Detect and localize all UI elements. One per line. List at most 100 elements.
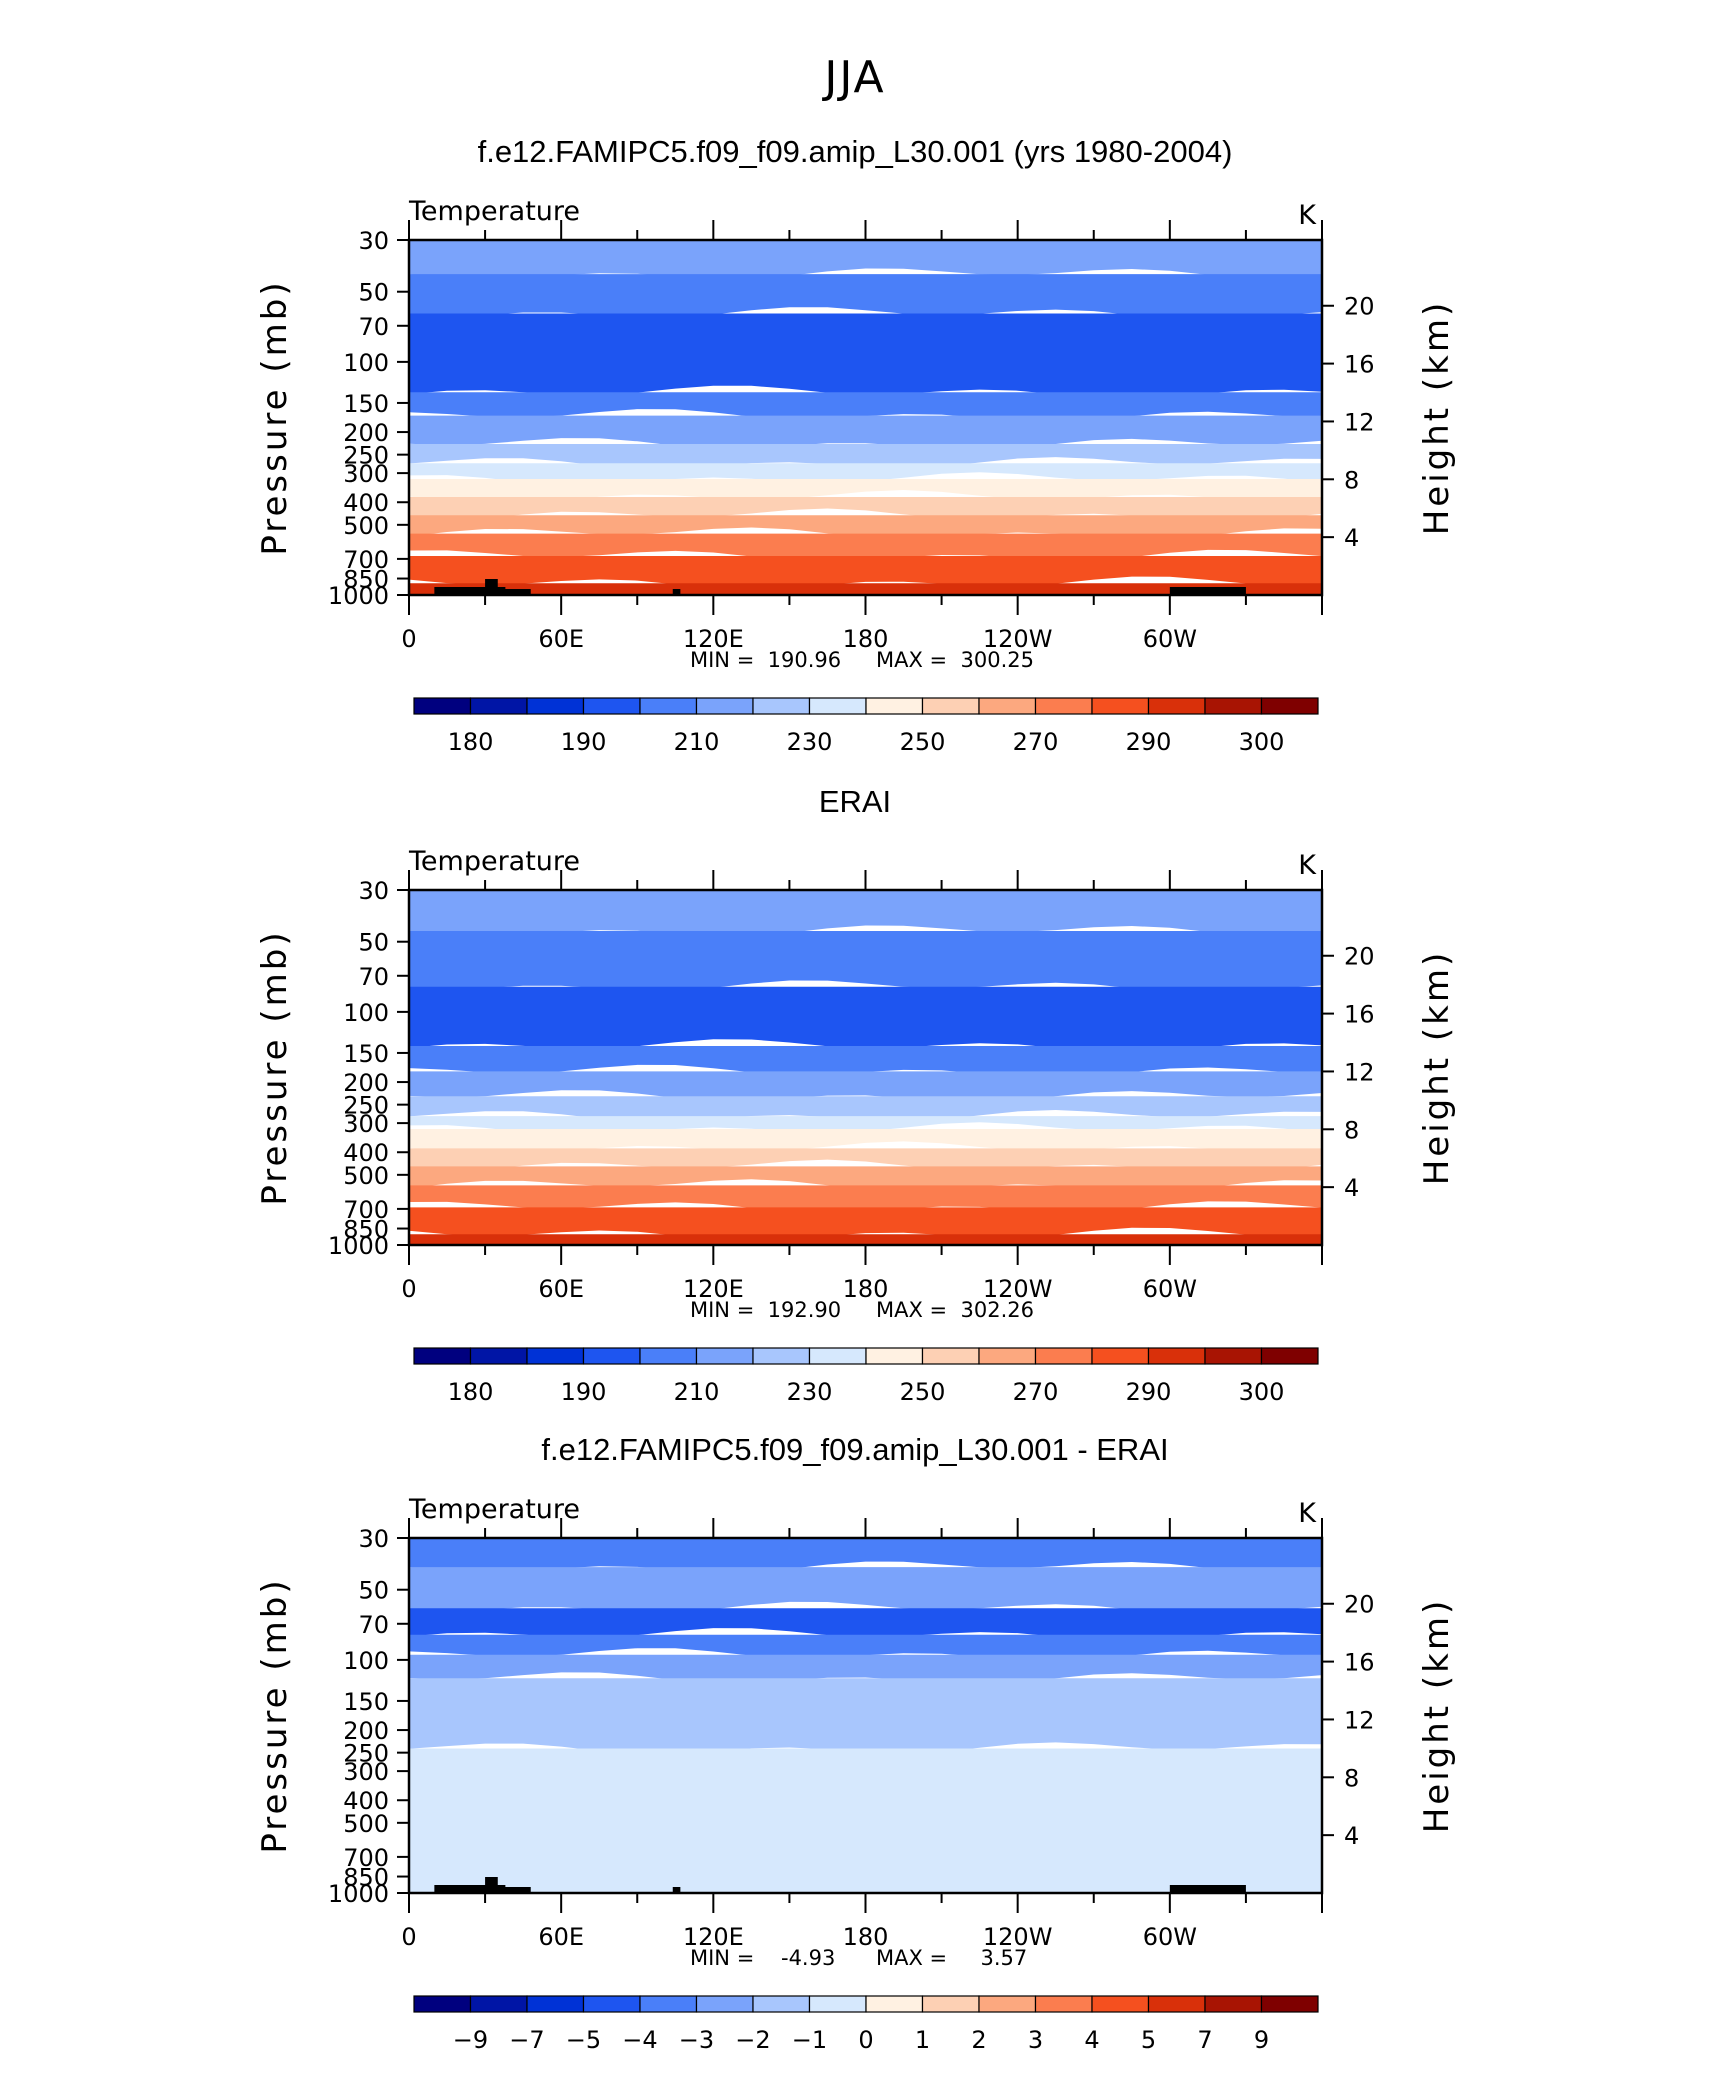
contour-band [409, 1654, 1322, 1685]
y-tick-label: 500 [343, 512, 389, 540]
topography-mask [434, 587, 506, 595]
y2-tick-label: 12 [1344, 408, 1375, 436]
y2-axis-title: Height (km) [1417, 950, 1457, 1186]
colorbar-label: 9 [1254, 2026, 1269, 2054]
topography-mask [497, 1887, 531, 1893]
y-tick-label: 50 [358, 279, 389, 307]
x-tick-label: 120E [683, 625, 744, 653]
contour-band [409, 1148, 1322, 1173]
colorbar-swatch [413, 1995, 472, 2013]
topography-mask [485, 579, 498, 595]
y-tick-label: 150 [343, 1040, 389, 1068]
y2-tick-label: 4 [1344, 524, 1359, 552]
colorbar-label: −2 [735, 2026, 770, 2054]
contour-band [409, 240, 1322, 281]
y-tick-label: 100 [343, 349, 389, 377]
y2-tick-label: 20 [1344, 943, 1375, 971]
contour-band [409, 533, 1322, 563]
contour-band [409, 931, 1322, 994]
contour-band [409, 1748, 1322, 1893]
colorbar-label: 190 [561, 728, 607, 756]
colorbar-swatch [695, 1995, 754, 2013]
y2-tick-label: 8 [1344, 1764, 1359, 1792]
topography-mask [672, 589, 681, 595]
field-label: Temperature [408, 196, 580, 227]
contour-band [409, 444, 1322, 469]
y2-axis-title: Height (km) [1417, 1598, 1457, 1834]
field-label: Temperature [408, 846, 580, 877]
contour-band [409, 274, 1322, 321]
colorbar-label: 210 [674, 1378, 720, 1406]
topography-mask [1169, 587, 1246, 595]
colorbar-swatch [921, 1347, 980, 1365]
colorbar-label: −3 [679, 2026, 714, 2054]
x-tick-label: 60E [538, 625, 584, 653]
colorbar-label: −5 [566, 2026, 601, 2054]
y-tick-label: 400 [343, 489, 389, 517]
y-axis-title: Pressure (mb) [255, 929, 295, 1205]
colorbar-swatch [978, 697, 1037, 715]
colorbar-label: 270 [1013, 1378, 1059, 1406]
colorbar-swatch [1260, 1995, 1319, 2013]
y2-axis-title: Height (km) [1417, 300, 1457, 536]
y2-tick-label: 16 [1344, 351, 1375, 379]
colorbar-swatch [1147, 1995, 1206, 2013]
colorbar-label: 190 [561, 1378, 607, 1406]
colorbar-swatch [695, 697, 754, 715]
y-tick-label: 850 [343, 1216, 389, 1244]
chart-panel-3: f.e12.FAMIPC5.f09_f09.amip_L30.001 - ERA… [255, 1432, 1457, 2054]
contour-band [409, 986, 1322, 1053]
main-title: JJA [821, 52, 885, 103]
contour-band [409, 1234, 1322, 1245]
y-tick-label: 70 [358, 963, 389, 991]
colorbar-swatch [978, 1995, 1037, 2013]
x-tick-label: 60E [538, 1923, 584, 1951]
colorbar-label: 250 [900, 1378, 946, 1406]
min-value: MIN = 192.90 [690, 1298, 841, 1322]
contour-band [409, 1608, 1322, 1642]
colorbar-label: 7 [1197, 2026, 1212, 2054]
y-tick-label: 50 [358, 1577, 389, 1605]
contour-band [409, 1071, 1322, 1103]
x-tick-label: 60E [538, 1275, 584, 1303]
y-tick-label: 1000 [328, 582, 389, 610]
colorbar-swatch [639, 1995, 698, 2013]
chart-panel-1: f.e12.FAMIPC5.f09_f09.amip_L30.001 (yrs … [255, 134, 1457, 756]
x-tick-label: 0 [401, 1275, 416, 1303]
colorbar-swatch [921, 1995, 980, 2013]
max-value: MAX = 3.57 [876, 1946, 1027, 1970]
y2-tick-label: 12 [1344, 1706, 1375, 1734]
x-tick-label: 180 [843, 1923, 889, 1951]
colorbar-swatch [752, 1347, 811, 1365]
x-tick-label: 120E [683, 1275, 744, 1303]
contour-band [409, 1185, 1322, 1214]
y-axis-title: Pressure (mb) [255, 279, 295, 555]
x-tick-label: 180 [843, 625, 889, 653]
y-tick-label: 400 [343, 1139, 389, 1167]
colorbar-swatch [582, 1995, 641, 2013]
y2-tick-label: 20 [1344, 1591, 1375, 1619]
colorbar-swatch [752, 697, 811, 715]
max-value: MAX = 300.25 [876, 648, 1034, 672]
panel-title: ERAI [819, 784, 891, 819]
colorbar-swatch [808, 697, 867, 715]
y-tick-label: 300 [343, 1110, 389, 1138]
contour-band [409, 1207, 1322, 1242]
topography-mask [434, 1885, 506, 1893]
y-tick-label: 700 [343, 1196, 389, 1224]
colorbar-label: −9 [453, 2026, 488, 2054]
colorbar-label: 1 [915, 2026, 930, 2054]
panel-title: f.e12.FAMIPC5.f09_f09.amip_L30.001 (yrs … [478, 134, 1233, 169]
x-tick-label: 120W [983, 625, 1053, 653]
contour-band [409, 890, 1322, 938]
colorbar-label: 4 [1084, 2026, 1099, 2054]
colorbar-label: 5 [1141, 2026, 1156, 2054]
y2-tick-label: 16 [1344, 1649, 1375, 1677]
colorbar-swatch [1091, 1995, 1150, 2013]
colorbar-swatch [1034, 697, 1093, 715]
contour-band [409, 1046, 1322, 1079]
y-tick-label: 200 [343, 1717, 389, 1745]
colorbar-swatch [582, 1347, 641, 1365]
y-tick-label: 250 [343, 442, 389, 470]
